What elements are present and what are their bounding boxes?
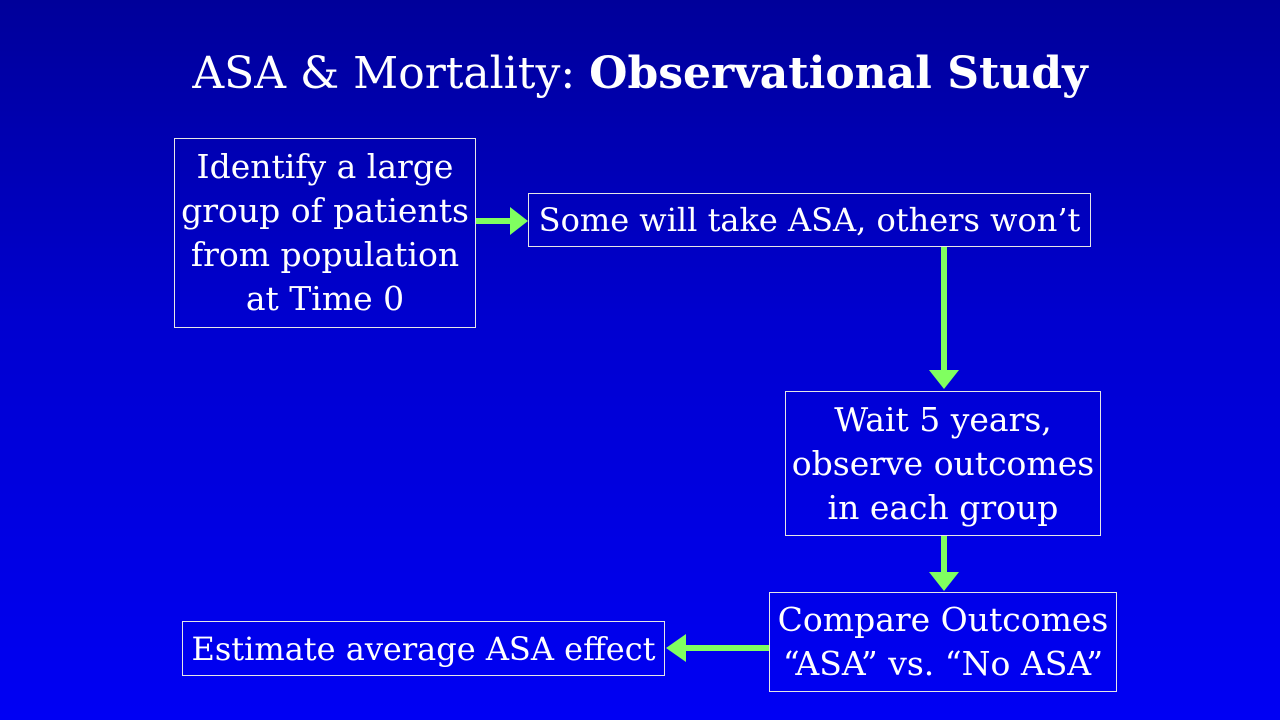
slide-title: ASA & Mortality: Observational Study	[0, 44, 1280, 104]
compare-outcomes-box: Compare Outcomes “ASA” vs. “No ASA”	[769, 592, 1117, 692]
wait-observe-box: Wait 5 years, observe outcomes in each g…	[785, 391, 1101, 536]
title-plain: ASA & Mortality:	[192, 48, 590, 99]
arrow-wait-to-compare	[929, 536, 959, 591]
arrow-compare-to-estimate	[666, 634, 769, 662]
identify-patients-box: Identify a large group of patients from …	[174, 138, 476, 328]
estimate-effect-box: Estimate average ASA effect	[182, 621, 665, 676]
arrow-take-to-wait	[929, 247, 959, 389]
arrow-identify-to-take	[476, 207, 528, 235]
title-bold: Observational Study	[589, 48, 1088, 99]
take-asa-box: Some will take ASA, others won’t	[528, 193, 1091, 247]
